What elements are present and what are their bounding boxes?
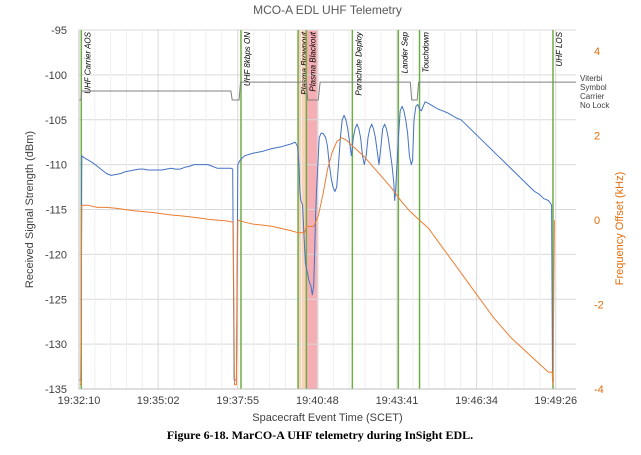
chart-text: -95 -100 -105 -110 -115 -120 -125 -130 -135 4 2 0 -2… [24, 3, 626, 442]
lock-annotation-line: Carrier [580, 92, 605, 101]
y-tick-label: -130 [45, 339, 67, 351]
x-tick-label: 19:43:41 [376, 395, 419, 407]
event-label: Touchdown [422, 31, 431, 72]
x-axis-label: Spacecraft Event Time (SCET) [252, 412, 402, 424]
y-tick-label: -95 [51, 25, 67, 37]
lock-annotation-line: Viterbi [580, 74, 603, 83]
event-label: UHF LOS [555, 31, 564, 66]
figure-caption: Figure 6-18. MarCO-A UHF telemetry durin… [167, 428, 473, 442]
x-tick-label: 19:37:55 [216, 395, 259, 407]
event-label: Lander Sep [400, 31, 409, 73]
y-tick-label: -135 [45, 384, 67, 396]
event-label: Plasma Brownout [300, 31, 309, 94]
x-tick-label: 19:32:10 [58, 395, 101, 407]
x-tick-label: 19:46:34 [455, 395, 498, 407]
y2-tick-label: 2 [594, 131, 600, 143]
lock-annotation-line: No Lock [580, 101, 610, 110]
y2-tick-label: -4 [594, 384, 604, 396]
event-markers: UHF Carrier AOS UHF 8kbps ON Plasma Browno… [80, 30, 564, 389]
y2-tick-label: 4 [594, 46, 600, 58]
chart-title: MCO-A EDL UHF Telemetry [253, 3, 402, 17]
y-tick-label: -105 [45, 115, 67, 127]
series-line-1 [79, 81, 576, 101]
y2-tick-label: 0 [594, 215, 600, 227]
y-tick-label: -125 [45, 294, 67, 306]
series-lines [79, 81, 576, 386]
event-label: Parachute Deploy [354, 31, 363, 96]
series-line-2 [79, 137, 555, 386]
y-tick-label: -115 [46, 205, 67, 217]
series-line-0 [79, 101, 554, 381]
event-label: Plasma Blackout [308, 31, 317, 91]
y2-tick-label: -2 [594, 300, 604, 312]
y-axis-label: Received Signal Strength (dBm) [24, 131, 36, 288]
event-label: UHF 8kbps ON [243, 32, 252, 86]
axes [78, 30, 576, 390]
x-tick-label: 19:40:48 [296, 395, 339, 407]
lock-annotation-line: Symbol [580, 83, 607, 92]
y-tick-label: -100 [45, 70, 67, 82]
y-tick-label: -110 [46, 160, 67, 172]
x-tick-label: 19:49:26 [534, 395, 577, 407]
y2-axis-label: Frequency Offset (kHz) [614, 172, 626, 286]
x-tick-label: 19:35:02 [137, 395, 180, 407]
y-tick-label: -120 [45, 249, 67, 261]
event-label: UHF Carrier AOS [83, 31, 92, 93]
